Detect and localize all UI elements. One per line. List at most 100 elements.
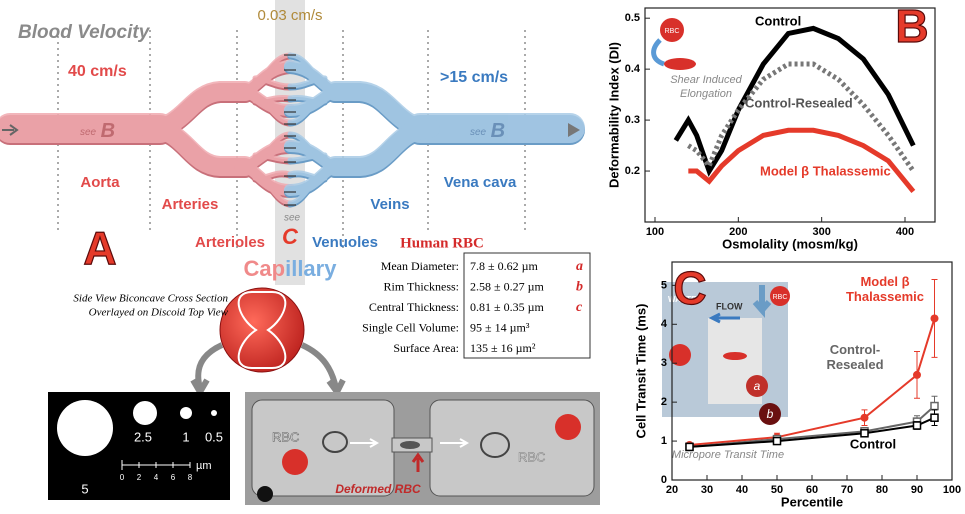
inset-caption: Elongation bbox=[680, 88, 732, 100]
series-label: Control bbox=[755, 13, 801, 28]
series-label-line: Thalassemic bbox=[846, 289, 924, 304]
caption: Overlayed on Discoid Top View bbox=[89, 307, 229, 319]
marker bbox=[861, 414, 869, 422]
vein-fill bbox=[290, 55, 570, 203]
velocity-label: 40 cm/s bbox=[68, 63, 127, 80]
y-tick-label: 0.5 bbox=[625, 12, 640, 24]
scale-tick: 8 bbox=[188, 473, 193, 482]
marker bbox=[774, 438, 781, 445]
capillary-part: illary bbox=[285, 256, 337, 281]
series-label: Model β Thalassemic bbox=[760, 163, 891, 178]
y-tick-label: 2 bbox=[661, 396, 667, 408]
row-value: 0.81 ± 0.35 µm bbox=[470, 300, 545, 314]
marker bbox=[913, 371, 921, 379]
x-tick-label: 30 bbox=[701, 484, 713, 496]
debris bbox=[257, 486, 273, 502]
deformed-rbc bbox=[723, 352, 747, 360]
cell-label: RBC bbox=[272, 429, 299, 444]
y-tick-label: 4 bbox=[661, 318, 668, 330]
arrow bbox=[302, 345, 343, 392]
x-axis-label: Percentile bbox=[781, 494, 843, 509]
cell-label: RBC bbox=[518, 449, 545, 464]
inset-caption: Shear Induced bbox=[670, 74, 742, 86]
y-tick-label: 3 bbox=[661, 357, 667, 369]
series-label-line: Model β bbox=[860, 274, 909, 289]
inset-label: RBC bbox=[665, 28, 680, 35]
see-word: see bbox=[470, 127, 487, 138]
diagram-title: Blood Velocity bbox=[18, 22, 151, 43]
size-label: 5 bbox=[81, 481, 88, 496]
series-label: Control-Resealed bbox=[745, 95, 853, 110]
velocity-label: 0.03 cm/s bbox=[257, 7, 322, 24]
caption: Side View Biconcave Cross Section bbox=[73, 293, 228, 305]
x-tick-label: 400 bbox=[896, 226, 914, 238]
x-tick-label: 80 bbox=[876, 484, 888, 496]
vessel-label: Aorta bbox=[80, 174, 120, 191]
y-tick-label: 0.4 bbox=[625, 63, 641, 75]
deformed-cell bbox=[400, 441, 420, 449]
row-ref: c bbox=[576, 300, 583, 315]
row-label: Central Thickness: bbox=[369, 300, 459, 314]
y-tick-label: 5 bbox=[661, 279, 667, 291]
size-label: 2.5 bbox=[134, 429, 152, 444]
x-tick-label: 90 bbox=[911, 484, 923, 496]
vessel-label: Arterioles bbox=[195, 234, 265, 251]
figure: Blood Velocity 0.03 cm/s 40 cm/s >15 cm/… bbox=[0, 0, 965, 509]
page: Blood Velocity 0.03 cm/s 40 cm/s >15 cm/… bbox=[0, 0, 965, 509]
series-label: Control-Resealed bbox=[826, 342, 883, 372]
panel-label: C bbox=[673, 262, 706, 314]
rbc-icon bbox=[555, 414, 581, 440]
micrograph-caption: Deformed RBC bbox=[335, 482, 421, 496]
rbc-table: Mean Diameter:7.8 ± 0.62 µmaRim Thicknes… bbox=[362, 259, 583, 355]
scale-tick: 2 bbox=[137, 473, 142, 482]
inset-label: FLOW bbox=[716, 301, 743, 311]
vessel-label: Arteries bbox=[162, 196, 219, 213]
capillary-part: Cap bbox=[244, 256, 286, 281]
velocity-label: >15 cm/s bbox=[440, 69, 508, 86]
row-label: Surface Area: bbox=[393, 341, 459, 355]
row-value: 135 ± 16 µm² bbox=[470, 341, 536, 355]
marker bbox=[686, 443, 693, 450]
row-ref: b bbox=[576, 280, 583, 295]
row-label: Single Cell Volume: bbox=[362, 320, 459, 334]
row-value: 95 ± 14 µm³ bbox=[470, 320, 530, 334]
y-tick-label: 0.2 bbox=[625, 165, 640, 177]
marker bbox=[931, 403, 938, 410]
size-label: 0.5 bbox=[205, 429, 223, 444]
row-value: 2.58 ± 0.27 µm bbox=[470, 279, 545, 293]
inset-label: b bbox=[767, 407, 774, 421]
table-title: Human RBC bbox=[400, 235, 484, 251]
x-tick-label: 100 bbox=[943, 484, 961, 496]
row-label: Rim Thickness: bbox=[384, 279, 459, 293]
see-panel: B bbox=[101, 120, 115, 142]
scale-tick: 4 bbox=[154, 473, 159, 482]
marker bbox=[931, 414, 938, 421]
size-circle bbox=[211, 410, 217, 416]
y-tick-label: 0 bbox=[661, 474, 667, 486]
elongated-rbc bbox=[664, 58, 696, 70]
x-tick-label: 20 bbox=[666, 484, 678, 496]
y-axis-label: Deformability Index (DI) bbox=[606, 42, 621, 188]
series-line bbox=[688, 130, 913, 191]
scale-unit: µm bbox=[196, 460, 212, 472]
size-label: 1 bbox=[182, 429, 189, 444]
see-panel: C bbox=[282, 224, 299, 249]
vessel-label: Veins bbox=[370, 196, 409, 213]
marker bbox=[914, 422, 921, 429]
capillary-label: Capillary bbox=[244, 256, 338, 281]
inset-label: RBC bbox=[773, 294, 788, 301]
x-tick-label: 100 bbox=[646, 226, 664, 238]
size-circle bbox=[133, 401, 157, 425]
rbc-icon bbox=[282, 449, 308, 475]
scale-tick: 6 bbox=[171, 473, 176, 482]
series-label-line: Control- bbox=[830, 342, 881, 357]
arrow bbox=[193, 345, 222, 392]
see-word: see bbox=[284, 213, 301, 224]
series-label-line: Resealed bbox=[826, 357, 883, 372]
shear-arrow bbox=[654, 40, 664, 64]
y-tick-label: 1 bbox=[661, 435, 667, 447]
y-tick-label: 0.3 bbox=[625, 114, 640, 126]
row-value: 7.8 ± 0.62 µm bbox=[470, 259, 539, 273]
row-ref: a bbox=[576, 259, 583, 274]
